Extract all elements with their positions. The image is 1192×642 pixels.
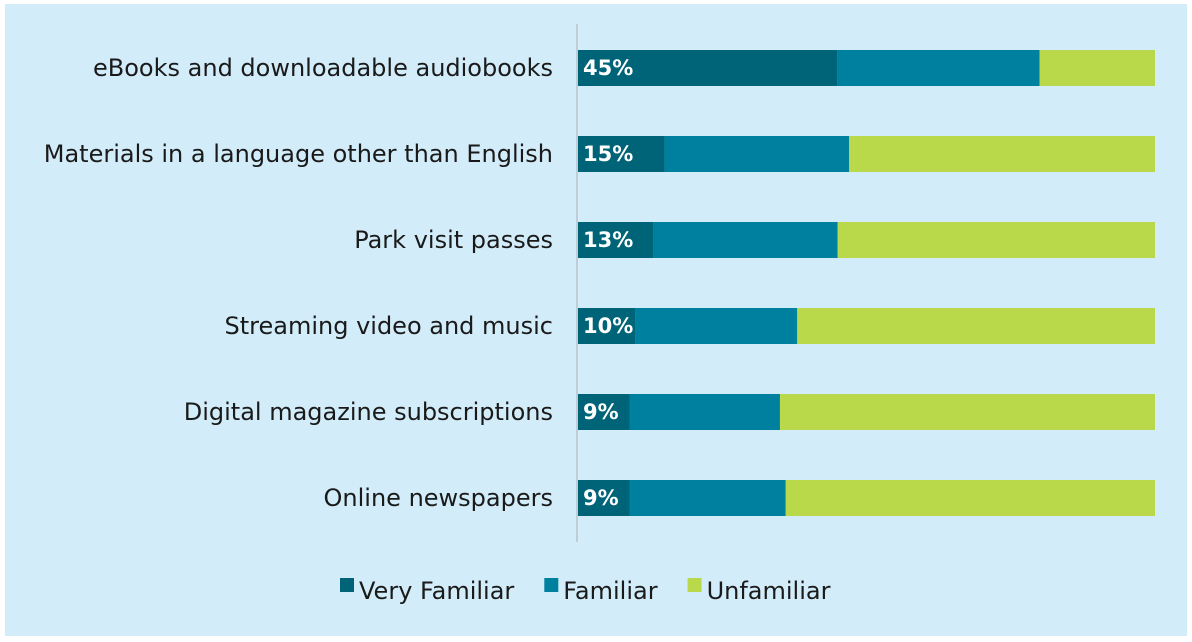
chart-panel: eBooks and downloadable audiobooks Materi…: [5, 4, 1187, 636]
bar-segment-very-familiar: [578, 136, 665, 172]
bar-segment-familiar: [837, 50, 1040, 86]
category-label: Online newspapers: [324, 484, 553, 512]
category-label: Digital magazine subscriptions: [184, 398, 553, 426]
data-label: 13%: [583, 228, 633, 252]
legend-label: Unfamiliar: [707, 577, 831, 605]
data-label: 45%: [583, 56, 633, 80]
bar-segment-unfamiliar: [849, 136, 1155, 172]
legend-swatch-very-familiar: [340, 578, 354, 592]
category-label: eBooks and downloadable audiobooks: [93, 54, 553, 82]
bar-segment-familiar: [629, 394, 780, 430]
bar-segment-unfamiliar: [797, 308, 1155, 344]
legend-swatch-familiar: [544, 578, 559, 592]
bar-segment-familiar: [664, 136, 850, 172]
data-label: 9%: [583, 486, 619, 510]
bar-segment-very-familiar: [578, 50, 838, 86]
category-label: Materials in a language other than Engli…: [44, 140, 553, 168]
category-label: Park visit passes: [354, 226, 553, 254]
data-label: 9%: [583, 400, 619, 424]
category-labels: eBooks and downloadable audiobooks Materi…: [44, 54, 553, 512]
bars-layer: [578, 50, 1155, 516]
category-label: Streaming video and music: [225, 312, 554, 340]
bar-segment-unfamiliar: [1039, 50, 1155, 86]
bar-segment-very-familiar: [578, 222, 654, 258]
bar-segment-very-familiar: [578, 394, 630, 430]
legend-swatch-unfamiliar: [687, 578, 702, 592]
bar-segment-unfamiliar: [779, 394, 1155, 430]
bar-segment-familiar: [653, 222, 838, 258]
stacked-bar-chart: eBooks and downloadable audiobooks Materi…: [5, 4, 1187, 636]
bar-segment-familiar: [635, 308, 798, 344]
bar-segment-familiar: [629, 480, 786, 516]
data-label: 15%: [583, 142, 633, 166]
bar-segment-unfamiliar: [837, 222, 1155, 258]
data-labels: 45% 15% 13% 10% 9% 9%: [583, 56, 633, 510]
bar-segment-unfamiliar: [785, 480, 1155, 516]
bar-segment-very-familiar: [578, 480, 630, 516]
legend: Very Familiar Familiar Unfamiliar: [340, 577, 831, 605]
bar-segment-very-familiar: [578, 308, 636, 344]
legend-label: Very Familiar: [359, 577, 514, 605]
legend-label: Familiar: [563, 577, 657, 605]
data-label: 10%: [583, 314, 633, 338]
